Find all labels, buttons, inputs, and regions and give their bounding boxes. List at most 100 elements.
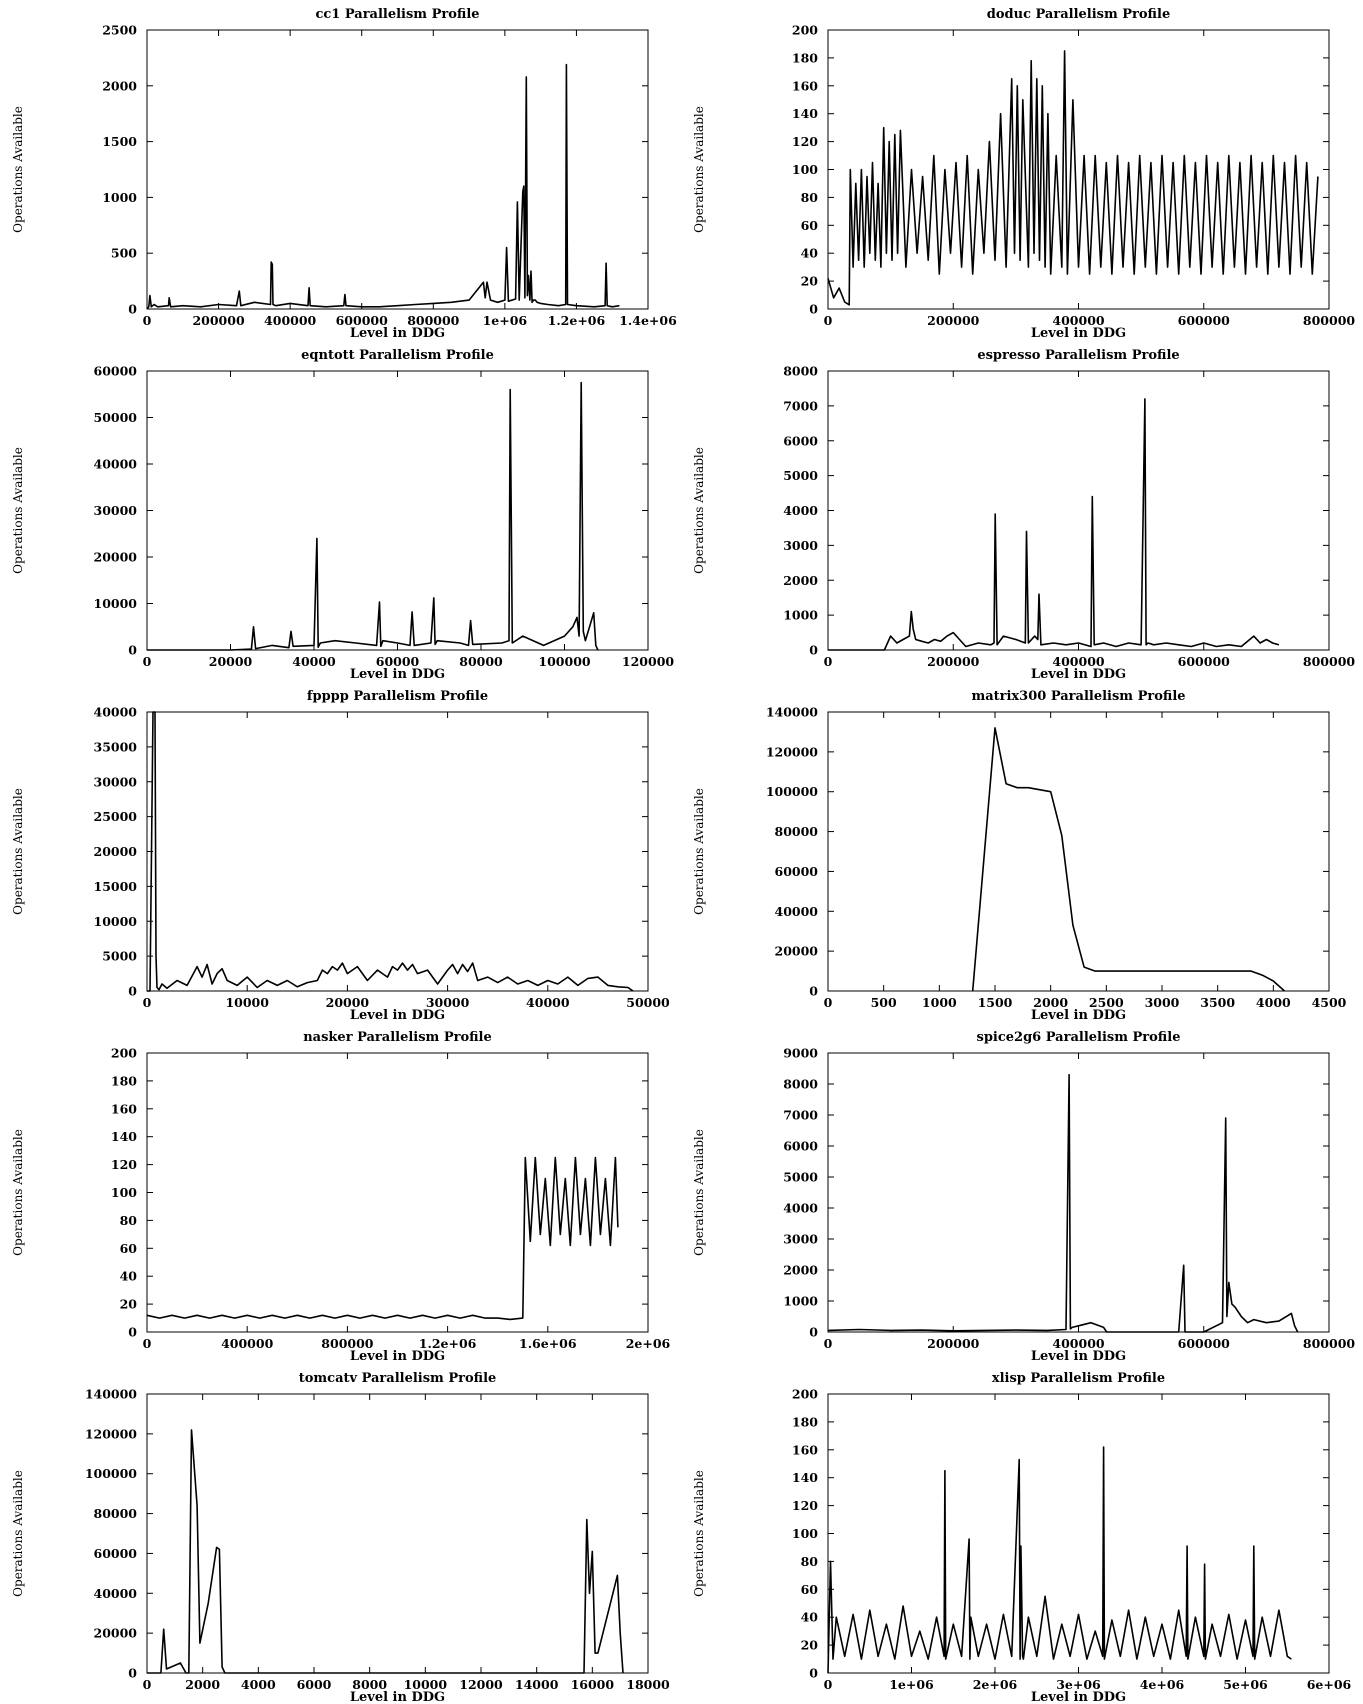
chart-title: spice2g6 Parallelism Profile — [977, 1030, 1181, 1045]
y-tick-label: 200 — [111, 1046, 137, 1061]
x-axis-label: Level in DDG — [350, 1008, 445, 1022]
chart-svg: fpppp Parallelism Profile Level in DDG Ope… — [11, 689, 670, 1022]
x-tick-label: 0 — [824, 995, 833, 1010]
y-tick-label: 60 — [801, 218, 819, 233]
x-tick-label: 0 — [824, 313, 833, 328]
y-tick-label: 180 — [792, 50, 818, 65]
series-line — [146, 63, 620, 310]
x-tick-label: 2500 — [1089, 995, 1124, 1010]
y-tick-label: 180 — [111, 1073, 137, 1088]
y-tick-label: 8000 — [783, 364, 818, 379]
chart-svg: tomcatv Parallelism Profile Level in DDG O… — [11, 1371, 670, 1704]
x-tick-label: 40000 — [526, 995, 570, 1010]
y-tick-label: 2000 — [783, 573, 818, 588]
x-tick-label: 6e+06 — [1307, 1677, 1352, 1692]
y-tick-label: 0 — [809, 302, 818, 317]
y-tick-label: 6000 — [783, 1139, 818, 1154]
y-axis-label: Operations Available — [692, 106, 706, 233]
x-axis-label: Level in DDG — [350, 1690, 445, 1704]
y-tick-label: 0 — [128, 302, 137, 317]
chart-panel: cc1 Parallelism Profile Level in DDG Opera… — [0, 0, 681, 340]
y-tick-label: 40 — [801, 1610, 819, 1625]
x-tick-label: 1e+06 — [483, 313, 528, 328]
x-tick-label: 14000 — [515, 1677, 559, 1692]
x-tick-label: 200000 — [927, 313, 979, 328]
series-line — [146, 1156, 619, 1321]
plot-frame — [827, 1052, 1330, 1333]
y-tick-label: 500 — [111, 246, 137, 261]
x-tick-label: 0 — [824, 654, 833, 669]
x-tick-label: 0 — [143, 1336, 152, 1351]
chart-panel: tomcatv Parallelism Profile Level in DDG O… — [0, 1364, 681, 1704]
series-line — [828, 398, 1280, 651]
y-tick-label: 40000 — [94, 1586, 138, 1601]
x-tick-label: 3000 — [1145, 995, 1180, 1010]
y-axis-label: Operations Available — [11, 447, 25, 574]
x-tick-label: 16000 — [571, 1677, 615, 1692]
series-line — [147, 711, 634, 992]
x-tick-label: 4000 — [241, 1677, 276, 1692]
y-tick-label: 10000 — [94, 596, 138, 611]
series-line — [827, 1073, 1299, 1333]
y-tick-label: 140000 — [85, 1387, 137, 1402]
y-tick-label: 100 — [111, 1185, 137, 1200]
x-tick-label: 30000 — [426, 995, 470, 1010]
y-tick-label: 160 — [792, 1442, 818, 1457]
chart-title: doduc Parallelism Profile — [987, 7, 1170, 22]
chart-title: tomcatv Parallelism Profile — [299, 1371, 497, 1386]
y-tick-label: 80 — [120, 1213, 138, 1228]
x-tick-label: 120000 — [622, 654, 674, 669]
chart-panel: eqntott Parallelism Profile Level in DDG O… — [0, 341, 681, 681]
x-tick-label: 800000 — [1303, 654, 1355, 669]
x-tick-label: 10000 — [225, 995, 269, 1010]
x-axis-label: Level in DDG — [1031, 1690, 1126, 1704]
chart-panel: fpppp Parallelism Profile Level in DDG Ope… — [0, 682, 681, 1022]
y-tick-label: 5000 — [783, 1170, 818, 1185]
chart-svg: matrix300 Parallelism Profile Level in DD… — [692, 689, 1347, 1022]
x-tick-label: 1500 — [978, 995, 1013, 1010]
y-tick-label: 60 — [801, 1582, 819, 1597]
y-tick-label: 200 — [792, 1387, 818, 1402]
x-tick-label: 800000 — [1303, 1336, 1355, 1351]
x-tick-label: 600000 — [1178, 654, 1230, 669]
y-tick-label: 40 — [120, 1269, 138, 1284]
y-tick-label: 80 — [801, 1554, 819, 1569]
plot-frame — [146, 370, 649, 651]
y-tick-label: 35000 — [94, 739, 138, 754]
series-line — [147, 1429, 624, 1674]
y-tick-label: 1000 — [783, 1294, 818, 1309]
plot-frame — [146, 711, 649, 992]
y-tick-label: 0 — [809, 984, 818, 999]
x-tick-label: 1.2e+06 — [419, 1336, 477, 1351]
series-line — [827, 1446, 1292, 1674]
x-tick-label: 400000 — [264, 313, 316, 328]
chart-title: nasker Parallelism Profile — [303, 1030, 492, 1045]
x-tick-label: 4000 — [1256, 995, 1291, 1010]
x-tick-label: 80000 — [459, 654, 503, 669]
y-tick-label: 10000 — [94, 914, 138, 929]
plot-frame — [146, 1393, 649, 1674]
x-tick-label: 0 — [824, 1677, 833, 1692]
y-tick-label: 2000 — [783, 1263, 818, 1278]
x-tick-label: 800000 — [1303, 313, 1355, 328]
x-tick-label: 6000 — [297, 1677, 332, 1692]
y-tick-label: 140000 — [766, 705, 818, 720]
chart-svg: eqntott Parallelism Profile Level in DDG O… — [11, 348, 674, 681]
chart-title: fpppp Parallelism Profile — [307, 689, 488, 704]
y-tick-label: 60 — [120, 1241, 138, 1256]
y-axis-label: Operations Available — [692, 788, 706, 915]
y-tick-label: 100000 — [766, 784, 818, 799]
x-tick-label: 200000 — [927, 654, 979, 669]
y-tick-label: 120 — [792, 134, 818, 149]
x-tick-label: 600000 — [1178, 313, 1230, 328]
chart-title: matrix300 Parallelism Profile — [971, 689, 1185, 704]
series-line — [147, 381, 599, 651]
x-tick-label: 5e+06 — [1223, 1677, 1268, 1692]
y-tick-label: 0 — [809, 1666, 818, 1681]
x-tick-label: 3e+06 — [1056, 1677, 1101, 1692]
x-tick-label: 400000 — [221, 1336, 273, 1351]
x-tick-label: 2000 — [185, 1677, 220, 1692]
y-tick-label: 0 — [128, 643, 137, 658]
y-tick-label: 100000 — [85, 1466, 137, 1481]
